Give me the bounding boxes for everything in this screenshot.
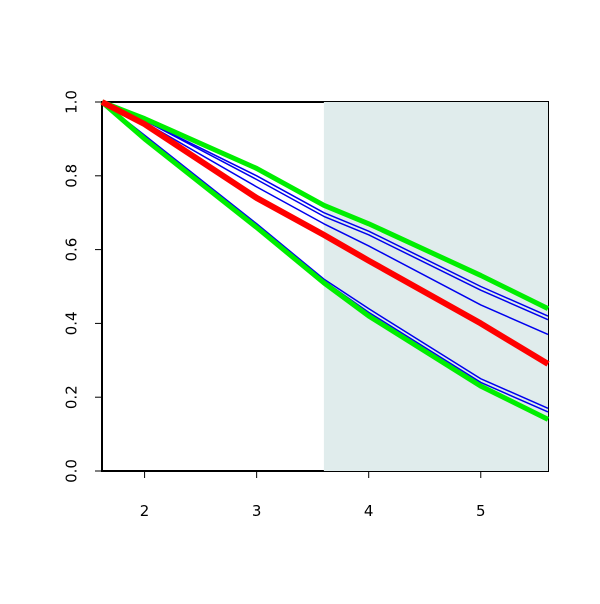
- shaded-region: [323, 102, 548, 471]
- y-tick-label: 0.4: [63, 311, 81, 335]
- x-tick-label: 2: [140, 502, 150, 520]
- x-tick-label: 3: [252, 502, 262, 520]
- y-tick-label: 1.0: [63, 90, 81, 114]
- y-tick-label: 0.2: [63, 385, 81, 409]
- series-line: [101, 101, 549, 409]
- y-tick-label: 0.0: [63, 459, 81, 483]
- series-line: [101, 99, 550, 311]
- y-tick-label: 0.6: [63, 238, 81, 262]
- series-line: [100, 100, 550, 422]
- x-tick-label: 5: [476, 502, 486, 520]
- x-tick-label: 4: [364, 502, 374, 520]
- y-tick-label: 0.8: [63, 164, 81, 188]
- series-line: [100, 99, 550, 367]
